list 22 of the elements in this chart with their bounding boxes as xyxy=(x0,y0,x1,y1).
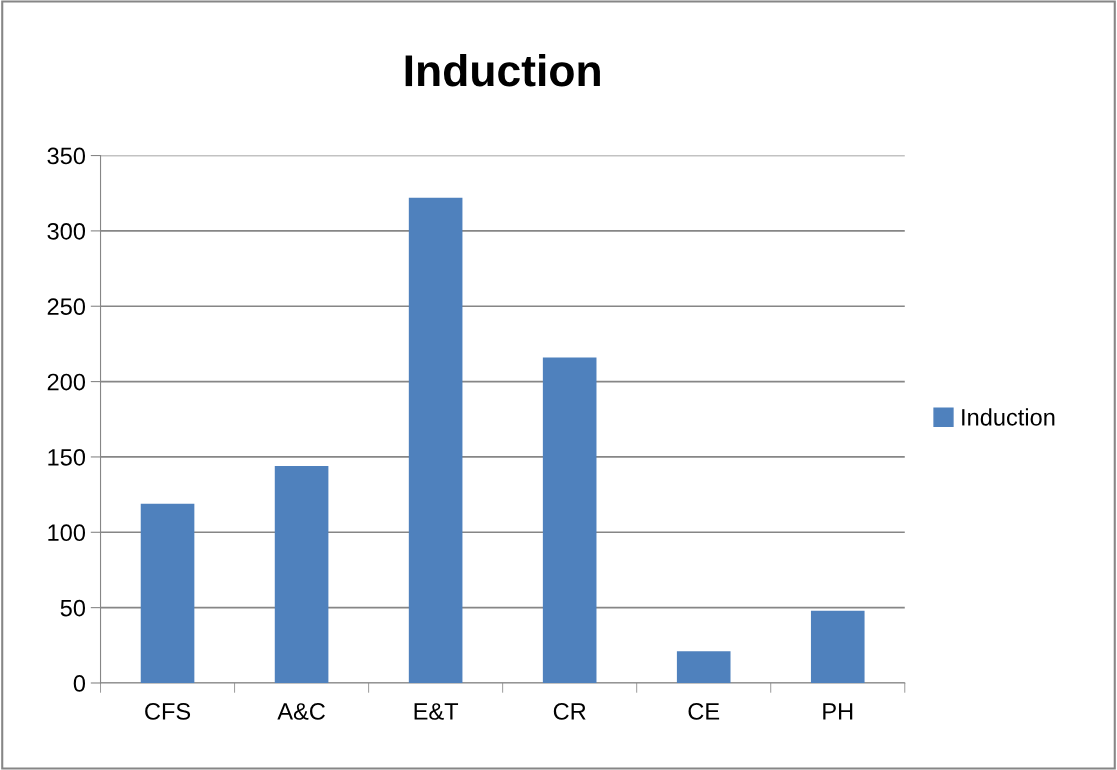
y-tick-label: 200 xyxy=(47,373,86,391)
y-tick-label: 0 xyxy=(73,675,86,692)
y-tick-label: 350 xyxy=(47,147,86,165)
y-tick-label: 100 xyxy=(48,524,86,542)
x-tick-label: CR xyxy=(553,703,586,720)
bar xyxy=(542,357,597,683)
x-tick-label: A&C xyxy=(277,703,325,720)
bar xyxy=(274,465,329,683)
x-tick-label: CFS xyxy=(145,703,191,720)
chart-title: Induction xyxy=(405,53,600,87)
y-tick-label: 150 xyxy=(48,449,86,466)
bar xyxy=(676,651,731,683)
x-tick-label: CE xyxy=(688,703,720,720)
y-tick-label: 300 xyxy=(47,222,86,240)
bar xyxy=(408,197,463,683)
y-tick-label: 50 xyxy=(60,599,86,617)
y-tick-label: 250 xyxy=(47,298,86,316)
bar xyxy=(140,503,195,683)
x-tick-label: E&T xyxy=(414,703,459,720)
legend-label: Induction xyxy=(962,408,1055,426)
x-tick-label: PH xyxy=(823,703,853,720)
bar xyxy=(810,610,865,683)
